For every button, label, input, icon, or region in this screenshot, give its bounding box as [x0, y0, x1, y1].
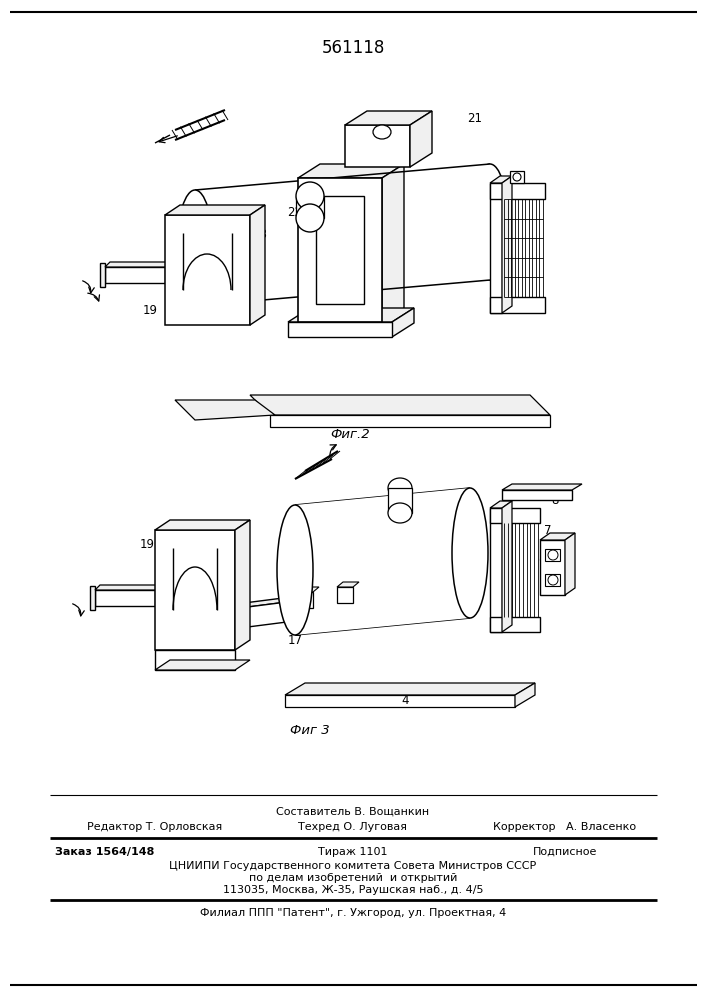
- Polygon shape: [297, 587, 319, 592]
- Polygon shape: [185, 585, 420, 635]
- Polygon shape: [90, 586, 95, 610]
- Text: Подписное: Подписное: [533, 847, 597, 857]
- Polygon shape: [288, 322, 392, 337]
- Polygon shape: [540, 540, 565, 595]
- Text: 113035, Москва, Ж-35, Раушская наб., д. 4/5: 113035, Москва, Ж-35, Раушская наб., д. …: [223, 885, 484, 895]
- Polygon shape: [545, 574, 560, 586]
- Text: 17: 17: [288, 634, 303, 647]
- Polygon shape: [288, 308, 414, 322]
- Ellipse shape: [177, 190, 213, 306]
- Polygon shape: [285, 695, 515, 707]
- Ellipse shape: [513, 173, 521, 181]
- Polygon shape: [285, 683, 535, 695]
- Polygon shape: [502, 484, 582, 490]
- Polygon shape: [565, 533, 575, 595]
- Polygon shape: [165, 215, 250, 325]
- Text: 18: 18: [252, 229, 267, 241]
- Ellipse shape: [373, 125, 391, 139]
- Text: Составитель В. Вощанкин: Составитель В. Вощанкин: [276, 807, 430, 817]
- Polygon shape: [297, 592, 313, 608]
- Polygon shape: [502, 490, 572, 500]
- Polygon shape: [165, 205, 265, 215]
- Text: Заказ 1564/148: Заказ 1564/148: [55, 847, 154, 857]
- Polygon shape: [175, 400, 275, 420]
- Polygon shape: [392, 308, 414, 337]
- Polygon shape: [545, 549, 560, 561]
- Polygon shape: [195, 164, 490, 306]
- Text: 6: 6: [538, 554, 546, 566]
- Text: 22: 22: [288, 206, 303, 219]
- Polygon shape: [185, 579, 432, 615]
- Text: Техред О. Луговая: Техред О. Луговая: [298, 822, 407, 832]
- Polygon shape: [382, 164, 404, 322]
- Text: 19: 19: [143, 304, 158, 316]
- Text: ЦНИИПИ Государственного комитета Совета Министров СССР: ЦНИИПИ Государственного комитета Совета …: [170, 861, 537, 871]
- Polygon shape: [420, 579, 432, 605]
- Polygon shape: [155, 530, 235, 650]
- Polygon shape: [490, 176, 512, 183]
- Text: 8: 8: [551, 493, 559, 506]
- Polygon shape: [298, 178, 382, 322]
- Text: 561118: 561118: [321, 39, 385, 57]
- Polygon shape: [298, 164, 404, 178]
- Polygon shape: [515, 683, 535, 707]
- Polygon shape: [155, 520, 250, 530]
- Text: 4: 4: [402, 694, 409, 706]
- Text: Филиал ППП "Патент", г. Ужгород, ул. Проектная, 4: Филиал ППП "Патент", г. Ужгород, ул. Про…: [200, 908, 506, 918]
- Ellipse shape: [548, 550, 558, 560]
- Polygon shape: [510, 171, 524, 183]
- Text: 19: 19: [139, 538, 155, 552]
- Polygon shape: [95, 585, 160, 590]
- Polygon shape: [345, 111, 432, 125]
- Text: Фиг.2: Фиг.2: [330, 428, 370, 442]
- Text: 21: 21: [467, 111, 482, 124]
- Text: Тираж 1101: Тираж 1101: [318, 847, 387, 857]
- Text: Редактор Т. Орловская: Редактор Т. Орловская: [88, 822, 223, 832]
- Polygon shape: [540, 533, 575, 540]
- Polygon shape: [155, 660, 250, 670]
- Polygon shape: [490, 297, 545, 313]
- Polygon shape: [95, 590, 155, 606]
- Polygon shape: [235, 520, 250, 650]
- Polygon shape: [502, 501, 512, 632]
- Polygon shape: [100, 263, 105, 287]
- Text: 18: 18: [187, 524, 202, 536]
- Polygon shape: [337, 587, 353, 603]
- Polygon shape: [490, 183, 502, 313]
- Polygon shape: [490, 183, 545, 199]
- Ellipse shape: [277, 505, 313, 635]
- Polygon shape: [490, 617, 540, 632]
- Ellipse shape: [548, 575, 558, 585]
- Ellipse shape: [388, 478, 412, 498]
- Polygon shape: [250, 395, 550, 415]
- Polygon shape: [316, 196, 364, 304]
- Polygon shape: [490, 501, 512, 508]
- Ellipse shape: [296, 182, 324, 210]
- Text: 7: 7: [544, 524, 551, 536]
- Polygon shape: [250, 205, 265, 325]
- Polygon shape: [295, 488, 470, 635]
- Ellipse shape: [452, 488, 488, 618]
- Polygon shape: [345, 125, 410, 167]
- Polygon shape: [155, 650, 235, 670]
- Ellipse shape: [472, 164, 508, 280]
- Text: Корректор   А. Власенко: Корректор А. Власенко: [493, 822, 636, 832]
- Polygon shape: [296, 196, 324, 218]
- Polygon shape: [490, 508, 502, 632]
- Polygon shape: [490, 508, 540, 523]
- Ellipse shape: [296, 204, 324, 232]
- Text: по делам изобретений  и открытий: по делам изобретений и открытий: [249, 873, 457, 883]
- Polygon shape: [270, 415, 550, 427]
- Text: Фиг 3: Фиг 3: [290, 724, 329, 736]
- Polygon shape: [502, 176, 512, 313]
- Polygon shape: [410, 111, 432, 167]
- Polygon shape: [105, 267, 165, 283]
- Ellipse shape: [388, 503, 412, 523]
- Polygon shape: [105, 262, 170, 267]
- Polygon shape: [337, 582, 359, 587]
- Polygon shape: [388, 488, 412, 513]
